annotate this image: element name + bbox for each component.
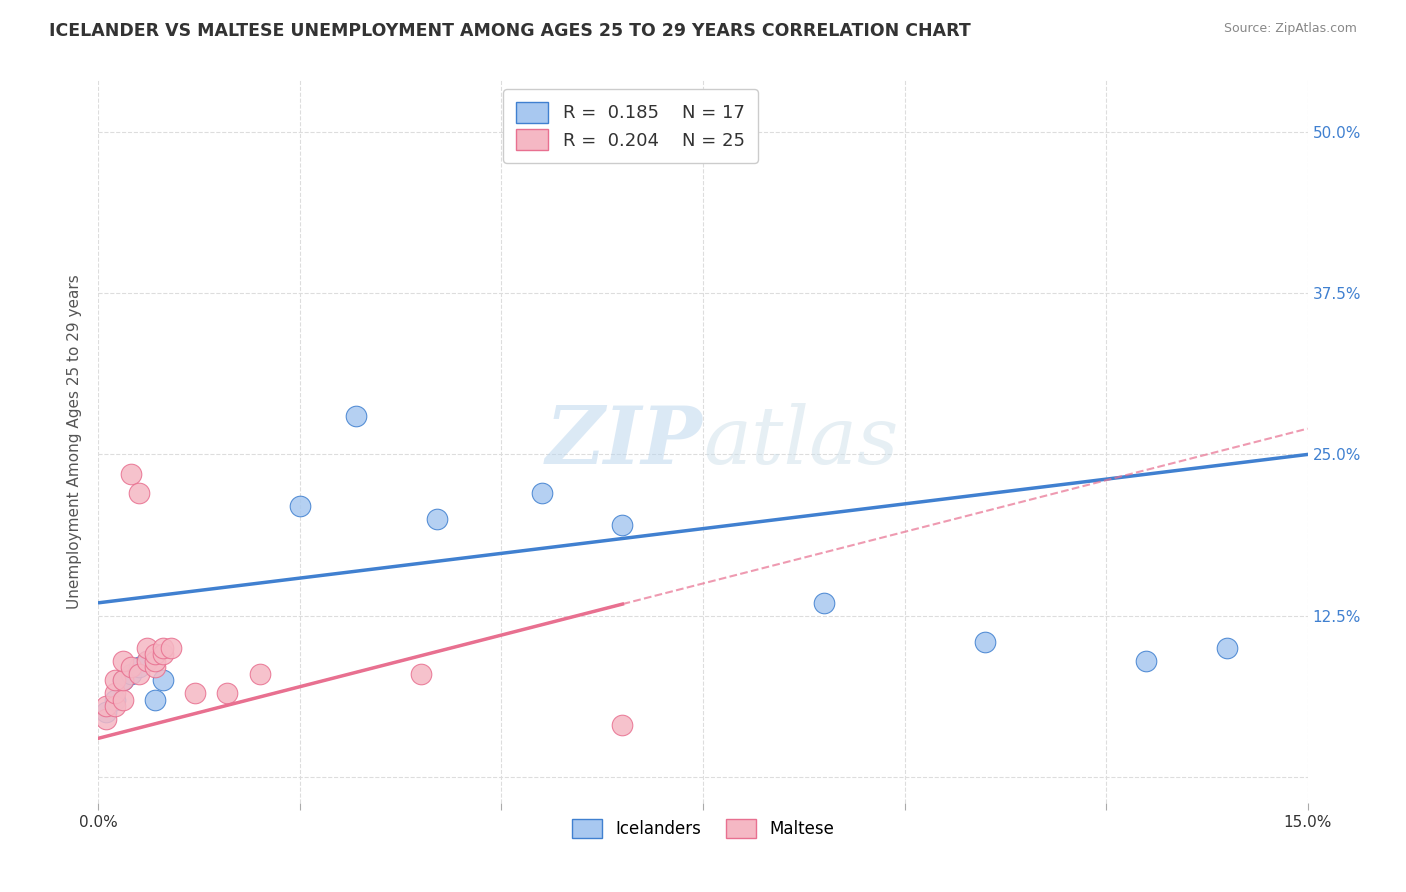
Point (120, 467, 142, 481)
Point (128, 660, 150, 674)
Point (152, 648, 174, 662)
Text: Source: ZipAtlas.com: Source: ZipAtlas.com (1223, 22, 1357, 36)
Point (96, 699, 118, 714)
Point (135, 654, 157, 668)
Text: ZIP: ZIP (546, 403, 703, 480)
Point (344, 409, 367, 423)
Point (160, 640, 183, 655)
Point (143, 648, 166, 662)
Point (217, 686, 239, 700)
Point (135, 640, 157, 655)
Point (135, 654, 157, 668)
Point (111, 673, 134, 688)
Point (974, 634, 997, 648)
Text: atlas: atlas (703, 403, 898, 480)
Point (530, 486, 553, 500)
Point (96, 706, 118, 720)
Point (612, 518, 634, 533)
Point (111, 654, 134, 668)
Point (103, 686, 125, 700)
Point (152, 640, 174, 655)
Point (612, 718, 634, 732)
Legend: Icelanders, Maltese: Icelanders, Maltese (565, 813, 841, 845)
Point (103, 673, 125, 688)
Point (143, 654, 166, 668)
Point (152, 673, 174, 688)
Point (184, 686, 207, 700)
Point (96, 712, 118, 726)
Point (120, 660, 142, 674)
Point (103, 699, 125, 714)
Point (288, 499, 311, 513)
Point (1135, 654, 1157, 668)
Point (409, 666, 432, 681)
Point (813, 596, 835, 610)
Point (1216, 640, 1239, 655)
Y-axis label: Unemployment Among Ages 25 to 29 years: Unemployment Among Ages 25 to 29 years (67, 274, 83, 609)
Point (128, 666, 150, 681)
Point (111, 673, 134, 688)
Point (143, 660, 166, 674)
Point (143, 692, 166, 706)
Point (249, 666, 271, 681)
Point (426, 512, 449, 526)
Point (120, 666, 142, 681)
Text: ICELANDER VS MALTESE UNEMPLOYMENT AMONG AGES 25 TO 29 YEARS CORRELATION CHART: ICELANDER VS MALTESE UNEMPLOYMENT AMONG … (49, 22, 972, 40)
Point (128, 486, 150, 500)
Point (111, 692, 134, 706)
Point (103, 692, 125, 706)
